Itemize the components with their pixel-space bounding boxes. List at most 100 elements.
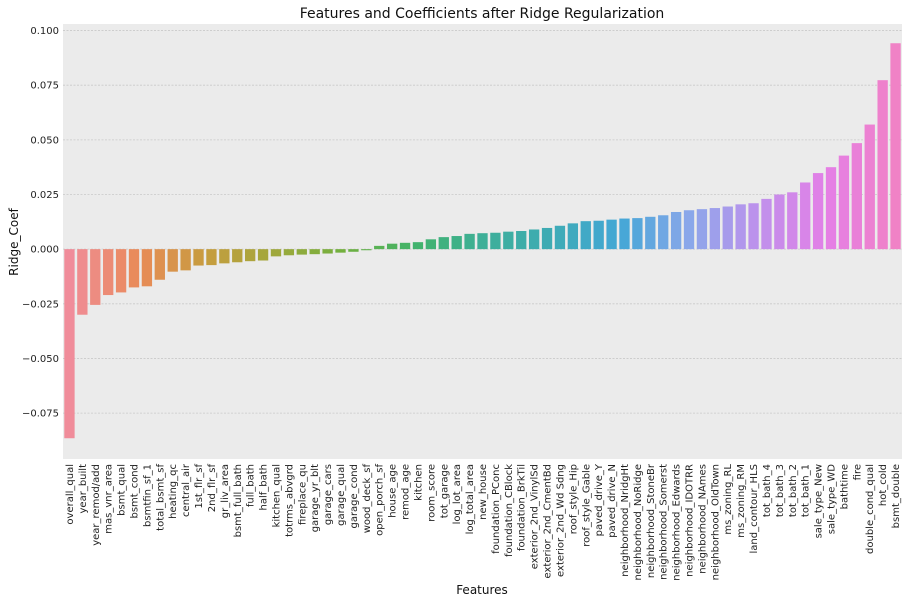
bar <box>503 231 514 250</box>
x-tick-label: year_built <box>78 464 89 514</box>
x-tick-label: house_age <box>388 464 399 518</box>
bar <box>64 249 75 439</box>
bar <box>180 249 191 271</box>
bar <box>800 182 811 250</box>
y-tick-label: −0.050 <box>22 354 59 365</box>
x-tick-label: open_porch_sf <box>375 464 386 536</box>
bar <box>128 249 140 288</box>
x-tick-label: totrms_abvgrd <box>284 464 295 537</box>
bar <box>206 249 217 266</box>
x-tick-label: foundation_CBlock <box>504 464 515 557</box>
x-tick-label: neighborhood_NoRidge <box>633 464 644 580</box>
x-tick-label: 2nd_flr_sf <box>207 464 218 513</box>
bars <box>64 43 901 439</box>
bar <box>257 249 269 261</box>
x-tick-label: tot_bath_1 <box>801 464 812 517</box>
x-tick-label: fireplace_qu <box>297 464 308 525</box>
x-tick-label: neighborhood_IDOTRR <box>685 464 696 577</box>
bar <box>490 232 501 250</box>
x-tick-label: roof_style_Gable <box>581 464 592 547</box>
x-tick-label: garage_cars <box>323 464 334 525</box>
x-tick-label: wood_deck_sf <box>362 464 373 534</box>
x-tick-label: exterior_2nd_CmentBd <box>543 464 554 578</box>
x-tick-label: double_cond_qual <box>865 464 876 554</box>
bar <box>541 227 553 250</box>
x-tick-label: bsmt_qual <box>117 464 128 516</box>
bar <box>167 249 178 272</box>
x-tick-label: neighborhood_NAmes <box>697 464 708 574</box>
x-tick-label: foundation_BrkTil <box>517 464 528 551</box>
bar <box>606 219 617 250</box>
bar <box>593 220 604 250</box>
bar <box>219 249 230 264</box>
bar <box>825 167 837 250</box>
bar <box>735 204 746 250</box>
x-tick-label: garage_cond <box>349 464 360 529</box>
x-tick-label: neighborhood_Edwards <box>672 464 683 581</box>
x-tick-label: ms_zoning_RM <box>736 464 747 538</box>
x-axis-ticks: overall_qual year_built year_remod/add mas_… <box>65 463 902 581</box>
bar <box>244 249 256 262</box>
x-tick-label: heating_qc <box>168 464 179 519</box>
y-tick-label: 0.025 <box>30 190 59 201</box>
bar <box>412 242 424 250</box>
x-tick-label: foundation_PConc <box>491 464 502 554</box>
bar <box>696 209 708 250</box>
y-tick-label: 0.050 <box>30 135 59 146</box>
bar <box>554 225 566 250</box>
bar <box>348 249 359 252</box>
x-tick-label: bsmt_full_bath <box>233 464 244 537</box>
bar <box>787 192 798 250</box>
x-tick-label: garage_yr_blt <box>310 464 321 532</box>
x-tick-label: sale_type_WD <box>827 464 838 534</box>
y-tick-label: −0.075 <box>22 409 59 420</box>
x-tick-label: roof_style_Hip <box>568 464 579 534</box>
y-tick-label: 0.075 <box>30 81 59 92</box>
bar <box>528 229 540 250</box>
x-tick-label: land_contour_HLS <box>749 464 760 553</box>
x-axis-title: Features <box>456 583 508 597</box>
bar <box>309 249 320 255</box>
bar <box>283 249 295 256</box>
bar <box>632 218 643 250</box>
y-tick-label: 0.000 <box>30 245 59 256</box>
x-tick-label: bathtime <box>839 464 850 509</box>
x-tick-label: overall_qual <box>65 464 76 525</box>
x-tick-label: paved_drive_Y <box>594 463 605 536</box>
x-tick-label: log_total_area <box>465 464 476 534</box>
bar <box>709 208 721 250</box>
bar <box>851 143 862 250</box>
x-tick-label: kitchen <box>413 464 424 501</box>
x-tick-label: tot_bath_2 <box>788 464 799 517</box>
bar <box>361 249 372 251</box>
x-tick-label: mas_vnr_area <box>104 464 115 534</box>
bar <box>322 249 333 254</box>
bar <box>103 249 114 296</box>
x-tick-label: neighborhood_OldTown <box>710 464 721 580</box>
bar <box>451 236 462 250</box>
x-tick-label: neighborhood_StoneBr <box>646 463 657 578</box>
bar <box>864 124 875 250</box>
bar <box>386 243 398 250</box>
x-tick-label: full_bath <box>246 464 257 507</box>
x-tick-label: central_air <box>181 463 192 517</box>
bar <box>774 194 785 250</box>
x-tick-label: tot_bath_3 <box>775 464 786 517</box>
x-tick-label: hot_cold <box>878 464 889 506</box>
bar <box>516 231 527 250</box>
bar <box>270 249 282 257</box>
x-tick-label: exterior_2nd_Wd Sdng <box>555 464 566 577</box>
x-tick-label: year_remod/add <box>91 464 102 546</box>
x-tick-label: bsmtfin_sf_1 <box>142 464 153 527</box>
x-tick-label: exterior_2nd_VinylSd <box>530 464 541 569</box>
x-tick-label: half_bath <box>259 464 270 511</box>
x-tick-label: room_score <box>426 464 437 522</box>
bar <box>141 249 153 287</box>
bar <box>761 198 772 250</box>
bar <box>670 211 682 250</box>
bar <box>748 203 759 250</box>
x-tick-label: sale_type_New <box>814 464 825 538</box>
bar <box>722 206 733 250</box>
bar <box>90 249 101 305</box>
